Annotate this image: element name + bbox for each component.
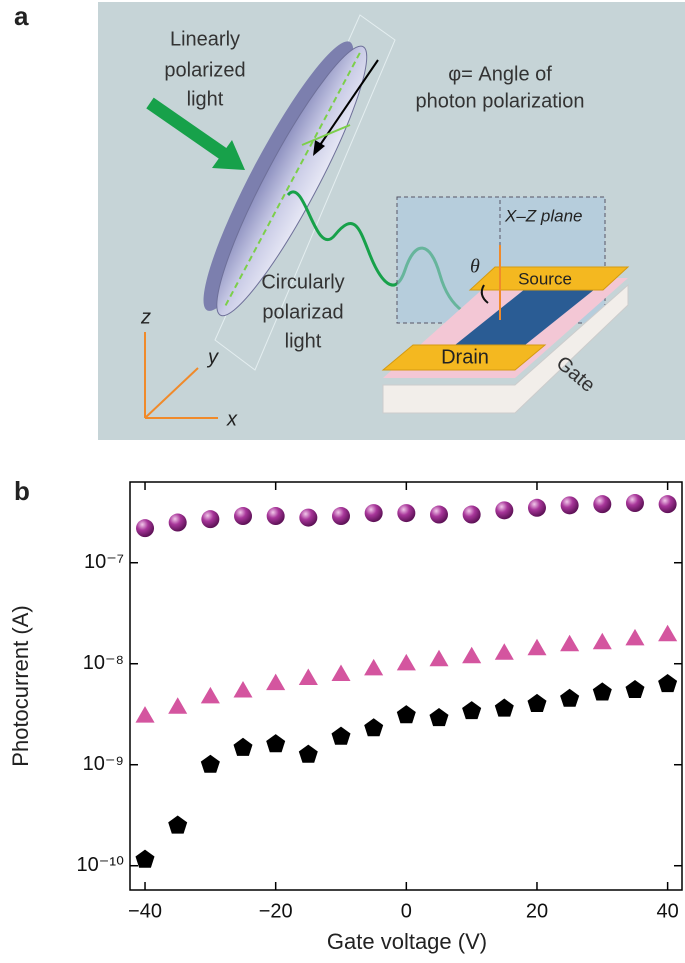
- point: [135, 706, 155, 723]
- point: [625, 680, 645, 698]
- point: [527, 498, 546, 517]
- diagram-label: polarizad: [262, 301, 343, 323]
- point: [592, 682, 612, 701]
- point: [168, 697, 188, 714]
- coordinate-axes: [144, 332, 218, 419]
- polarization-arrowhead: [313, 140, 325, 156]
- point: [266, 673, 286, 691]
- point: [331, 664, 351, 681]
- plot: −40 −20 0 20 40 10⁻¹⁰ 10⁻⁹ 10⁻⁸ 10⁻⁷: [77, 482, 682, 922]
- x-tick-label: −40: [128, 900, 162, 922]
- plot-frame: [129, 481, 683, 891]
- diagram-label: Linearly: [170, 28, 240, 50]
- y-tick-label: 10⁻¹⁰: [77, 854, 124, 876]
- point: [299, 508, 318, 527]
- point: [364, 718, 384, 737]
- axis-name: x: [226, 408, 238, 430]
- point: [560, 634, 580, 652]
- diagram-label: Drain: [441, 346, 489, 368]
- point: [168, 513, 187, 532]
- point: [429, 505, 448, 524]
- drain-electrode: [381, 344, 547, 371]
- point: [397, 504, 416, 523]
- diagram-label: light: [187, 88, 224, 110]
- diagram-label: Source: [518, 269, 572, 288]
- point: [266, 734, 286, 753]
- x-tick-label: 0: [401, 900, 412, 922]
- point: [658, 624, 678, 642]
- point: [233, 681, 253, 698]
- point: [462, 646, 482, 664]
- point: [233, 737, 253, 756]
- point: [332, 507, 351, 526]
- point: [527, 638, 547, 656]
- diagram-label: X–Z plane: [504, 206, 583, 225]
- point: [201, 510, 220, 529]
- axis-name: y: [206, 346, 219, 368]
- point: [234, 507, 253, 526]
- point: [298, 744, 318, 763]
- x-axis-label: Gate voltage (V): [327, 929, 487, 954]
- point: [592, 632, 612, 650]
- y-tick-label: 10⁻⁷: [84, 551, 124, 573]
- y-tick-label: 10⁻⁹: [83, 753, 124, 775]
- point: [658, 495, 677, 514]
- point: [168, 815, 188, 834]
- point: [560, 496, 579, 515]
- point: [135, 849, 155, 868]
- panel-label: b: [14, 476, 30, 506]
- point: [200, 686, 220, 704]
- point: [560, 688, 580, 707]
- point: [494, 698, 514, 717]
- x-tick-label: 40: [657, 900, 679, 922]
- panel-label: a: [14, 1, 29, 31]
- point: [593, 495, 612, 514]
- diagram-label: θ: [470, 256, 480, 278]
- angle-line: [301, 124, 351, 146]
- point: [625, 628, 645, 646]
- point: [527, 693, 547, 712]
- point: [200, 754, 220, 773]
- diagram-label: photon polarization: [415, 90, 584, 112]
- axis-name: z: [140, 306, 151, 328]
- channel: [455, 285, 600, 345]
- point: [364, 504, 383, 523]
- x-tick-label: 20: [526, 900, 548, 922]
- point: [625, 494, 644, 513]
- source-electrode: [468, 266, 630, 291]
- theta-arc: [480, 284, 489, 304]
- point: [495, 501, 514, 520]
- diagram-label: Circularly: [261, 271, 344, 293]
- point: [462, 701, 482, 720]
- diagram-label: light: [285, 330, 322, 352]
- point: [298, 668, 318, 685]
- substrate: [382, 283, 629, 414]
- polarizer-disk: [203, 41, 368, 317]
- point: [331, 726, 351, 745]
- y-tick-label: 10⁻⁸: [83, 652, 124, 674]
- diagram-label: polarized: [164, 59, 245, 81]
- x-tick-label: −20: [259, 900, 293, 922]
- point: [396, 653, 416, 671]
- incident-arrow: [146, 97, 229, 161]
- incident-arrowhead: [212, 140, 245, 170]
- point: [462, 505, 481, 524]
- point: [136, 519, 155, 538]
- diagram-label: φ= Angle of: [448, 63, 552, 85]
- point: [494, 643, 514, 660]
- point: [429, 708, 449, 727]
- point: [658, 674, 678, 693]
- point: [266, 507, 285, 526]
- point: [429, 649, 449, 667]
- y-axis-label: Photocurrent (A): [8, 605, 33, 766]
- point: [364, 658, 384, 676]
- point: [396, 705, 416, 724]
